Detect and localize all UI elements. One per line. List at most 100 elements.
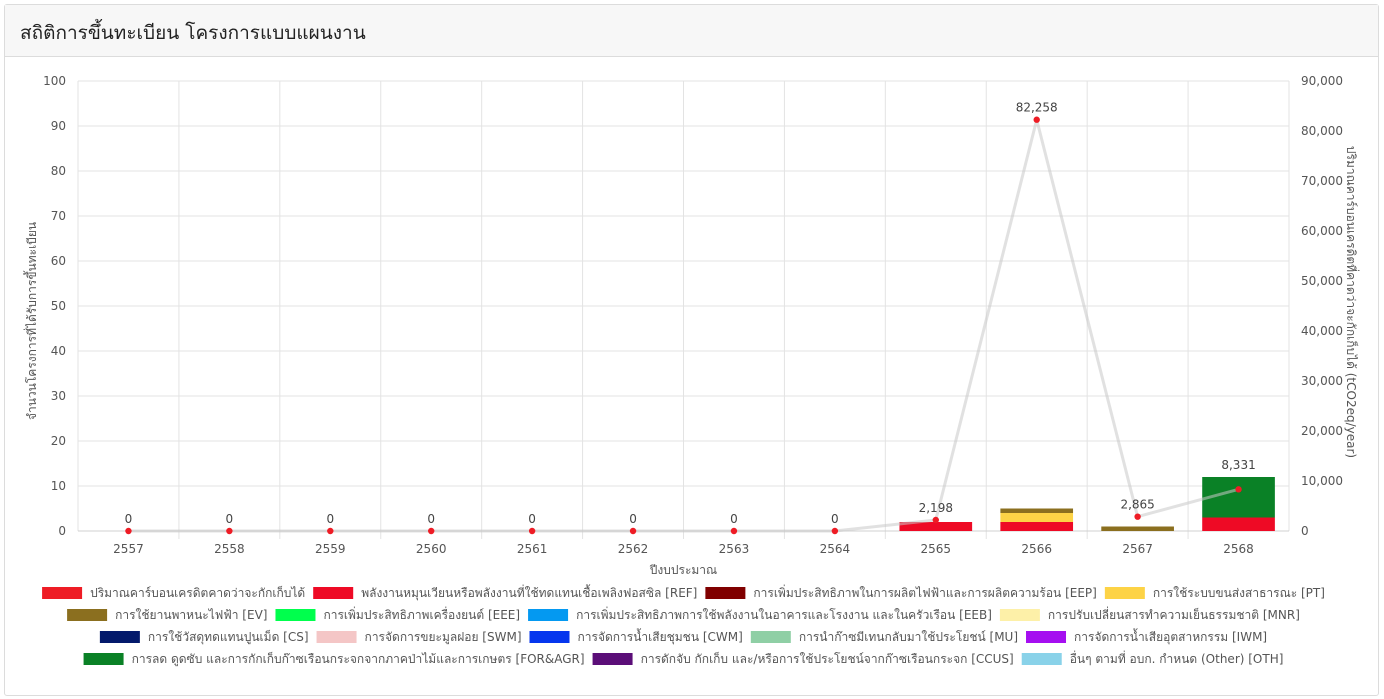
y-right-tick-label: 50,000 (1301, 274, 1343, 288)
line-point (528, 527, 536, 535)
line-point (125, 527, 132, 535)
data-label: 2,865 (1120, 498, 1154, 512)
y-tick-label: 100 (43, 74, 66, 88)
x-tick-label: 2566 (1021, 542, 1052, 556)
legend-label: การจัดการน้ำเสียชุมชน [CWM] (578, 628, 743, 645)
y-tick-label: 40 (51, 344, 66, 358)
bar-segment (1000, 522, 1074, 531)
x-tick-label: 2562 (618, 542, 649, 556)
y-right-tick-label: 40,000 (1301, 324, 1343, 338)
x-axis-title: ปีงบประมาณ (649, 563, 717, 577)
y-axis-right-title: ปริมาณคาร์บอนเครดิตที่คาดว่าจะกักเก็บได้… (1344, 146, 1360, 458)
line-point (730, 527, 738, 535)
line-point (629, 527, 637, 535)
y-axis-title: จำนวนโครงการที่ได้รับการขึ้นทะเบียน (23, 222, 39, 420)
x-tick-label: 2563 (719, 542, 750, 556)
y-tick-label: 90 (51, 119, 66, 133)
legend-label: อื่นๆ ตามที่ อบก. กำหนด (Other) [OTH] (1070, 650, 1284, 666)
x-tick-label: 2558 (214, 542, 245, 556)
bar-segment (1000, 513, 1074, 522)
legend-label: การเพิ่มประสิทธิภาพการใช้พลังงานในอาคารแ… (576, 606, 992, 622)
legend-swatch (529, 631, 570, 643)
y-right-tick-label: 60,000 (1301, 224, 1343, 238)
legend-swatch (1021, 653, 1062, 665)
legend-label: การจัดการน้ำเสียอุตสาหกรรม [IWM] (1074, 628, 1267, 645)
y-right-tick-label: 90,000 (1301, 74, 1343, 88)
y-tick-label: 60 (51, 254, 66, 268)
bar-segment (1000, 508, 1074, 513)
legend-swatch (705, 587, 746, 599)
legend-label: การเพิ่มประสิทธิภาพในการผลิตไฟฟ้าและการผ… (753, 584, 1096, 600)
legend-swatch (528, 609, 569, 621)
bar-segment (1202, 517, 1275, 531)
bar-segment (1101, 526, 1174, 531)
y-tick-label: 20 (51, 434, 66, 448)
x-tick-label: 2568 (1223, 542, 1254, 556)
legend-label: การเพิ่มประสิทธิภาพเครื่องยนต์ [EEE] (323, 606, 520, 622)
legend-label: การดักจับ กักเก็บ และ/หรือการใช้ประโยชน์… (641, 651, 1014, 666)
x-tick-label: 2561 (517, 542, 548, 556)
data-label: 0 (226, 512, 234, 526)
chart-card: สถิติการขึ้นทะเบียน โครงการแบบแผนงาน (4, 4, 1379, 696)
data-label: 0 (528, 512, 536, 526)
y-right-tick-label: 80,000 (1301, 124, 1343, 138)
legend-swatch (275, 609, 316, 621)
legend-label: การนำก๊าซมีเทนกลับมาใช้ประโยชน์ [MU] (799, 630, 1018, 644)
y-right-tick-label: 10,000 (1301, 474, 1343, 488)
legend-swatch (1104, 587, 1145, 599)
line-point (932, 516, 939, 524)
y-tick-label: 10 (51, 479, 66, 493)
legend-label: การใช้วัสดุทดแทนปูนเม็ด [CS] (148, 629, 309, 645)
line-point (327, 527, 334, 535)
legend-label: การจัดการขยะมูลฝอย [SWM] (365, 630, 522, 645)
legend-label: พลังงานหมุนเวียนหรือพลังงานที่ใช้ทดแทนเช… (361, 584, 697, 601)
y-tick-label: 80 (51, 164, 66, 178)
y-tick-label: 30 (51, 389, 66, 403)
legend-swatch (67, 609, 108, 621)
line-point (1134, 513, 1141, 520)
y-right-tick-label: 20,000 (1301, 424, 1343, 438)
legend-swatch (83, 653, 124, 665)
data-label: 82,258 (1016, 101, 1058, 115)
line-point (1033, 116, 1040, 123)
y-right-tick-label: 30,000 (1301, 374, 1343, 388)
data-label: 2,198 (919, 501, 953, 515)
legend-swatch (1026, 631, 1067, 643)
legend-label: การปรับเปลี่ยนสารทำความเย็นธรรมชาติ [MNR… (1048, 606, 1300, 622)
x-tick-label: 2567 (1122, 542, 1153, 556)
line-series (128, 119, 1239, 533)
y-right-tick-label: 70,000 (1301, 174, 1343, 188)
data-label: 0 (730, 512, 738, 526)
line-point (831, 527, 839, 535)
legend-swatch (999, 609, 1040, 621)
y-tick-label: 70 (51, 209, 66, 223)
x-tick-label: 2564 (820, 542, 851, 556)
data-label: 0 (326, 512, 334, 526)
line-point (1235, 486, 1242, 493)
x-tick-label: 2560 (416, 542, 447, 556)
legend-swatch (313, 587, 354, 599)
page-title: สถิติการขึ้นทะเบียน โครงการแบบแผนงาน (20, 22, 366, 44)
data-label: 0 (831, 512, 839, 526)
bar-segment (899, 522, 973, 531)
legend-label: การใช้ระบบขนส่งสาธารณะ [PT] (1153, 586, 1325, 600)
legend-swatch (750, 631, 791, 643)
data-label: 8,331 (1221, 458, 1255, 472)
card-header: สถิติการขึ้นทะเบียน โครงการแบบแผนงาน (5, 5, 1378, 57)
x-tick-label: 2557 (113, 542, 144, 556)
y-tick-label: 0 (58, 524, 66, 538)
legend-swatch (316, 631, 357, 643)
legend-swatch (42, 587, 83, 599)
legend-label: การลด ดูดซับ และการกักเก็บก๊าซเรือนกระจก… (132, 651, 585, 667)
y-right-tick-label: 0 (1301, 524, 1309, 538)
x-tick-label: 2559 (315, 542, 346, 556)
y-tick-label: 50 (51, 299, 66, 313)
line-point (226, 527, 233, 535)
data-label: 0 (427, 512, 435, 526)
x-tick-label: 2565 (921, 542, 952, 556)
line-point (428, 527, 435, 535)
legend-label: การใช้ยานพาหนะไฟฟ้า [EV] (115, 608, 267, 622)
legend-swatch (592, 653, 633, 665)
legend-swatch (99, 631, 140, 643)
